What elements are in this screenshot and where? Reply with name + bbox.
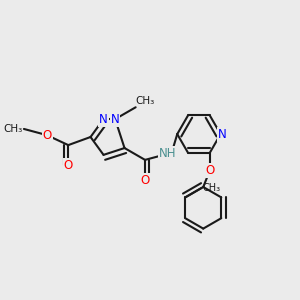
Text: O: O <box>205 164 214 177</box>
Text: O: O <box>64 159 73 172</box>
Text: NH: NH <box>159 147 177 160</box>
Text: N: N <box>99 112 108 126</box>
Text: N: N <box>218 128 226 141</box>
Text: O: O <box>43 129 52 142</box>
Text: N: N <box>111 112 119 126</box>
Text: O: O <box>140 173 150 187</box>
Text: CH₃: CH₃ <box>136 96 155 106</box>
Text: CH₃: CH₃ <box>3 124 22 134</box>
Text: CH₃: CH₃ <box>202 183 220 193</box>
